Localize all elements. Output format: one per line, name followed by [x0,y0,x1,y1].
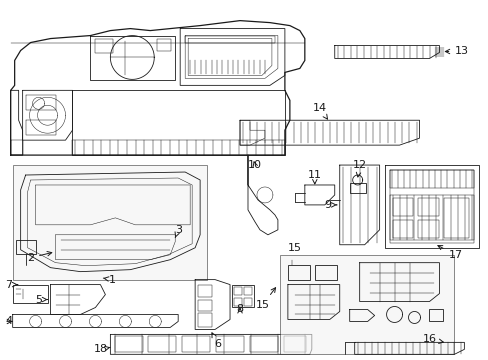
Bar [249,336,277,352]
Bar [232,285,253,306]
Text: 9: 9 [324,200,336,210]
Bar [16,240,36,254]
Bar [95,39,113,54]
Text: 8: 8 [236,305,243,315]
Bar [13,285,47,302]
Bar [392,220,412,238]
Bar [216,336,244,352]
Bar [279,255,453,354]
Text: 10: 10 [247,160,262,170]
Text: 15: 15 [287,243,301,253]
Bar [314,265,336,280]
Bar [244,287,251,294]
Bar [244,298,251,306]
Bar [428,310,443,321]
Bar [234,298,242,306]
Text: 6: 6 [211,333,221,349]
Bar [417,220,439,238]
Bar [234,287,242,294]
Bar [157,39,171,50]
Bar [417,198,439,216]
Text: 5: 5 [35,294,47,305]
Bar [284,336,305,352]
Bar [148,336,176,352]
Bar [115,336,143,352]
Text: 14: 14 [312,103,327,119]
Bar [349,183,365,193]
Bar [287,265,309,280]
Text: 11: 11 [307,170,321,184]
Bar [182,336,210,352]
Text: 17: 17 [437,246,462,260]
Text: 13: 13 [445,46,468,57]
Text: 12: 12 [352,160,366,177]
Bar [13,165,207,280]
Bar [444,198,468,238]
Bar [392,198,412,216]
Text: 16: 16 [422,334,443,345]
Bar [198,314,212,328]
Text: 7: 7 [5,280,18,289]
Text: 2: 2 [27,252,52,263]
Bar [198,285,212,297]
Text: 4: 4 [5,316,12,327]
Text: 15: 15 [255,288,275,310]
Text: 1: 1 [103,275,116,285]
Text: 18: 18 [93,345,110,354]
Bar [198,300,212,311]
Text: 3: 3 [174,225,182,238]
